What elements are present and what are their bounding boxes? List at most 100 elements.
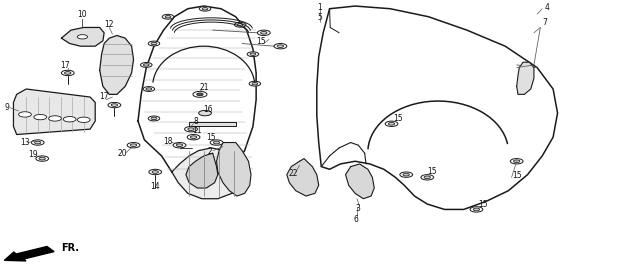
Polygon shape bbox=[516, 62, 534, 94]
FancyArrow shape bbox=[4, 246, 54, 261]
Circle shape bbox=[513, 160, 520, 162]
Text: 15: 15 bbox=[512, 171, 522, 180]
Circle shape bbox=[146, 88, 152, 90]
Text: 15: 15 bbox=[478, 200, 488, 209]
Circle shape bbox=[421, 175, 434, 180]
Circle shape bbox=[473, 208, 479, 211]
Circle shape bbox=[187, 134, 200, 140]
Circle shape bbox=[39, 157, 45, 160]
Circle shape bbox=[165, 16, 171, 18]
Circle shape bbox=[61, 70, 74, 76]
Circle shape bbox=[31, 140, 44, 145]
Circle shape bbox=[199, 6, 211, 11]
Text: 5: 5 bbox=[317, 13, 323, 22]
Circle shape bbox=[152, 171, 159, 173]
Circle shape bbox=[190, 136, 196, 139]
Text: 6: 6 bbox=[353, 215, 358, 224]
Circle shape bbox=[196, 93, 203, 96]
Circle shape bbox=[151, 117, 157, 120]
Text: 7: 7 bbox=[542, 17, 547, 27]
Circle shape bbox=[202, 8, 208, 10]
Text: 18: 18 bbox=[163, 137, 173, 146]
Circle shape bbox=[277, 45, 284, 48]
Circle shape bbox=[237, 24, 243, 26]
Circle shape bbox=[63, 116, 76, 122]
Polygon shape bbox=[216, 143, 251, 196]
Circle shape bbox=[151, 42, 157, 45]
Text: 20: 20 bbox=[117, 149, 127, 158]
Text: 3: 3 bbox=[356, 204, 361, 213]
Circle shape bbox=[210, 140, 223, 145]
Circle shape bbox=[149, 169, 162, 175]
Circle shape bbox=[403, 173, 410, 176]
Circle shape bbox=[252, 83, 258, 85]
Circle shape bbox=[34, 114, 47, 120]
Polygon shape bbox=[138, 6, 256, 185]
Text: 13: 13 bbox=[20, 138, 30, 147]
Circle shape bbox=[36, 156, 49, 161]
Polygon shape bbox=[13, 89, 95, 134]
Circle shape bbox=[141, 62, 152, 67]
Circle shape bbox=[131, 144, 137, 147]
Circle shape bbox=[111, 104, 118, 107]
Circle shape bbox=[173, 143, 186, 148]
Circle shape bbox=[424, 176, 431, 179]
Circle shape bbox=[260, 31, 267, 34]
Text: 15: 15 bbox=[207, 133, 216, 142]
Text: 11: 11 bbox=[193, 126, 202, 135]
Circle shape bbox=[388, 122, 395, 125]
Text: FR.: FR. bbox=[61, 243, 79, 253]
Circle shape bbox=[108, 102, 121, 108]
Circle shape bbox=[127, 143, 140, 148]
Text: 8: 8 bbox=[193, 117, 198, 126]
Circle shape bbox=[249, 81, 260, 86]
Circle shape bbox=[274, 44, 287, 49]
Text: 22: 22 bbox=[289, 169, 298, 178]
Circle shape bbox=[176, 144, 182, 147]
Text: 17: 17 bbox=[60, 61, 69, 70]
Circle shape bbox=[35, 141, 41, 144]
Circle shape bbox=[65, 72, 71, 74]
Circle shape bbox=[213, 141, 220, 144]
Text: 1: 1 bbox=[317, 3, 323, 12]
Circle shape bbox=[19, 112, 31, 117]
Circle shape bbox=[247, 52, 259, 57]
Polygon shape bbox=[100, 36, 134, 94]
Polygon shape bbox=[61, 27, 104, 46]
Text: 19: 19 bbox=[28, 150, 37, 159]
Circle shape bbox=[198, 110, 211, 116]
Polygon shape bbox=[287, 159, 319, 196]
Text: 16: 16 bbox=[204, 105, 213, 114]
Circle shape bbox=[77, 117, 90, 122]
Text: 14: 14 bbox=[150, 182, 160, 191]
Circle shape bbox=[400, 172, 413, 177]
Circle shape bbox=[188, 128, 194, 130]
Polygon shape bbox=[172, 148, 248, 199]
Circle shape bbox=[234, 22, 246, 27]
Text: 15: 15 bbox=[257, 37, 266, 46]
Polygon shape bbox=[189, 122, 236, 126]
Text: 15: 15 bbox=[393, 115, 403, 123]
Text: 2: 2 bbox=[208, 147, 212, 155]
Circle shape bbox=[510, 159, 523, 164]
Text: 21: 21 bbox=[199, 83, 209, 93]
Text: 4: 4 bbox=[544, 3, 549, 12]
Circle shape bbox=[143, 64, 149, 66]
Text: 15: 15 bbox=[427, 167, 436, 176]
Circle shape bbox=[257, 30, 270, 36]
Circle shape bbox=[49, 116, 61, 121]
Circle shape bbox=[77, 35, 88, 39]
Polygon shape bbox=[186, 153, 218, 188]
Circle shape bbox=[193, 91, 207, 97]
Circle shape bbox=[148, 41, 160, 46]
Polygon shape bbox=[317, 6, 557, 210]
Circle shape bbox=[143, 87, 155, 91]
Text: 10: 10 bbox=[77, 10, 87, 19]
Circle shape bbox=[250, 53, 256, 55]
Text: 12: 12 bbox=[104, 20, 114, 29]
Circle shape bbox=[184, 126, 197, 132]
Circle shape bbox=[148, 116, 160, 121]
Circle shape bbox=[470, 207, 483, 212]
Text: 9: 9 bbox=[4, 103, 10, 112]
Circle shape bbox=[163, 14, 173, 19]
